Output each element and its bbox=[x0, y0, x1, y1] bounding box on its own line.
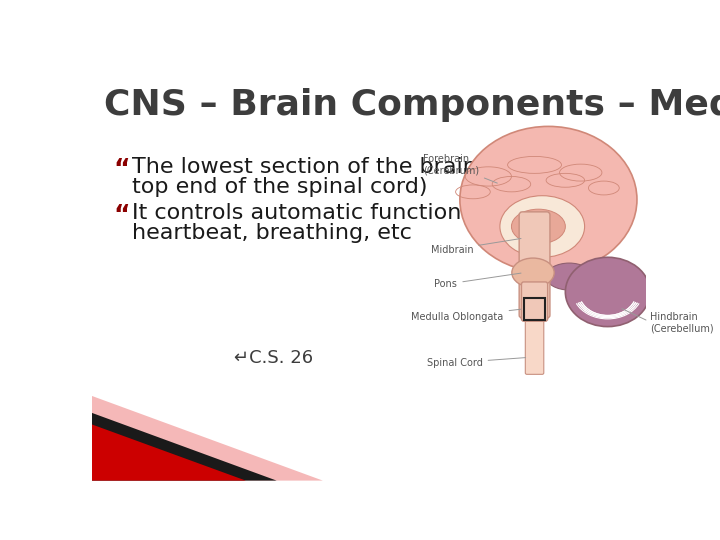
Text: “: “ bbox=[113, 157, 130, 181]
Ellipse shape bbox=[546, 263, 593, 290]
Text: Midbrain: Midbrain bbox=[431, 239, 521, 254]
Text: The lowest section of the brainstem (at the: The lowest section of the brainstem (at … bbox=[132, 157, 614, 177]
Text: heartbeat, breathing, etc: heartbeat, breathing, etc bbox=[132, 224, 412, 244]
Ellipse shape bbox=[512, 258, 554, 287]
Ellipse shape bbox=[565, 257, 650, 327]
Text: Medulla Oblongata: Medulla Oblongata bbox=[411, 309, 521, 322]
FancyBboxPatch shape bbox=[526, 314, 544, 374]
FancyBboxPatch shape bbox=[519, 212, 550, 318]
Polygon shape bbox=[92, 396, 323, 481]
Text: Spinal Cord: Spinal Cord bbox=[427, 357, 526, 368]
Polygon shape bbox=[92, 424, 246, 481]
Bar bbox=[523, 298, 545, 320]
Ellipse shape bbox=[500, 195, 585, 257]
Text: ↵C.S. 26: ↵C.S. 26 bbox=[234, 349, 313, 367]
Ellipse shape bbox=[460, 126, 637, 273]
FancyBboxPatch shape bbox=[521, 282, 548, 321]
Text: Hindbrain
(Cerebellum): Hindbrain (Cerebellum) bbox=[650, 312, 714, 334]
Text: “: “ bbox=[113, 204, 130, 227]
Text: top end of the spinal cord): top end of the spinal cord) bbox=[132, 177, 428, 197]
Ellipse shape bbox=[511, 209, 565, 244]
Text: Pons: Pons bbox=[434, 273, 521, 289]
Text: Forebrain
(Cerebrum): Forebrain (Cerebrum) bbox=[423, 154, 498, 183]
Polygon shape bbox=[92, 413, 276, 481]
Text: It controls automatic functions including: It controls automatic functions includin… bbox=[132, 204, 582, 224]
Text: CNS – Brain Components – Medulla: CNS – Brain Components – Medulla bbox=[104, 88, 720, 122]
